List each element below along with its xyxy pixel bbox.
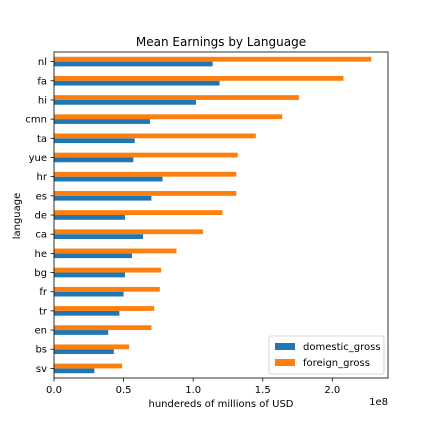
legend-label-foreign_gross: foreign_gross — [303, 358, 370, 369]
bar-domestic_gross-bg — [54, 272, 125, 278]
y-tick-label-sv: sv — [36, 364, 47, 375]
legend-swatch-foreign_gross — [275, 359, 295, 366]
x-axis-offset-text: 1e8 — [369, 397, 388, 408]
bar-foreign_gross-bg — [54, 267, 162, 273]
bar-domestic_gross-nl — [54, 61, 213, 67]
y-tick-label-nl: nl — [38, 57, 47, 68]
bar-foreign_gross-hr — [54, 171, 237, 177]
y-tick-label-hi: hi — [38, 95, 47, 106]
y-tick-label-en: en — [35, 326, 48, 337]
bar-domestic_gross-fa — [54, 80, 220, 86]
bar-domestic_gross-de — [54, 215, 125, 220]
bar-foreign_gross-en — [54, 325, 152, 331]
y-tick-label-es: es — [36, 191, 47, 202]
bar-foreign_gross-fa — [54, 75, 344, 81]
y-tick-label-bs: bs — [35, 345, 47, 356]
bar-foreign_gross-fr — [54, 286, 160, 292]
bar-domestic_gross-yue — [54, 157, 134, 163]
y-tick-label-cmn: cmn — [25, 115, 47, 126]
bar-foreign_gross-cmn — [54, 114, 283, 120]
y-tick-label-fr: fr — [39, 287, 48, 298]
x-tick-label-4: 2.0 — [324, 385, 340, 396]
legend-swatch-domestic_gross — [275, 343, 295, 350]
y-tick-label-ca: ca — [35, 230, 47, 241]
bar-foreign_gross-hi — [54, 95, 299, 100]
x-tick-label-1: 0.5 — [116, 385, 132, 396]
y-tick-label-he: he — [35, 249, 48, 260]
bar-domestic_gross-es — [54, 195, 152, 201]
bar-domestic_gross-bs — [54, 349, 114, 355]
bar-foreign_gross-de — [54, 210, 223, 215]
bar-domestic_gross-tr — [54, 310, 120, 316]
chart-title: Mean Earnings by Language — [136, 35, 306, 49]
bar-domestic_gross-sv — [54, 368, 95, 374]
y-tick-label-bg: bg — [34, 268, 47, 279]
y-tick-label-hr: hr — [37, 172, 48, 183]
y-tick-label-yue: yue — [29, 153, 47, 164]
bar-foreign_gross-ta — [54, 133, 256, 139]
x-tick-label-2: 1.0 — [185, 385, 201, 396]
legend-box — [268, 335, 385, 375]
legend-label-domestic_gross: domestic_gross — [303, 342, 381, 353]
bar-domestic_gross-hr — [54, 176, 163, 182]
bar-domestic_gross-hi — [54, 99, 196, 105]
bar-foreign_gross-nl — [54, 56, 372, 62]
bar-domestic_gross-fr — [54, 291, 124, 297]
bar-domestic_gross-ta — [54, 138, 135, 144]
y-axis-label: language — [12, 193, 23, 240]
y-tick-label-fa: fa — [37, 76, 47, 87]
bar-foreign_gross-he — [54, 248, 177, 254]
x-tick-label-0: 0.0 — [46, 385, 62, 396]
y-tick-label-de: de — [35, 211, 48, 222]
bar-domestic_gross-cmn — [54, 119, 151, 124]
y-tick-label-ta: ta — [37, 134, 47, 145]
legend: domestic_gross foreign_gross — [268, 335, 385, 375]
bar-domestic_gross-ca — [54, 234, 144, 239]
bar-foreign_gross-ca — [54, 229, 203, 235]
bar-foreign_gross-bs — [54, 344, 130, 350]
bar-foreign_gross-sv — [54, 363, 123, 369]
plot-area: nl fa hi cmn ta yue hr es de ca he bg fr tr en bs sv 0.0 0… — [25, 51, 389, 396]
x-tick-label-3: 1.5 — [255, 385, 271, 396]
y-tick-label-tr: tr — [39, 306, 48, 317]
bar-domestic_gross-he — [54, 253, 132, 259]
bar-domestic_gross-en — [54, 330, 109, 335]
bar-foreign_gross-tr — [54, 306, 155, 311]
bar-foreign_gross-es — [54, 191, 237, 196]
bar-foreign_gross-yue — [54, 152, 238, 158]
x-axis-label: hundereds of millions of USD — [149, 399, 294, 410]
